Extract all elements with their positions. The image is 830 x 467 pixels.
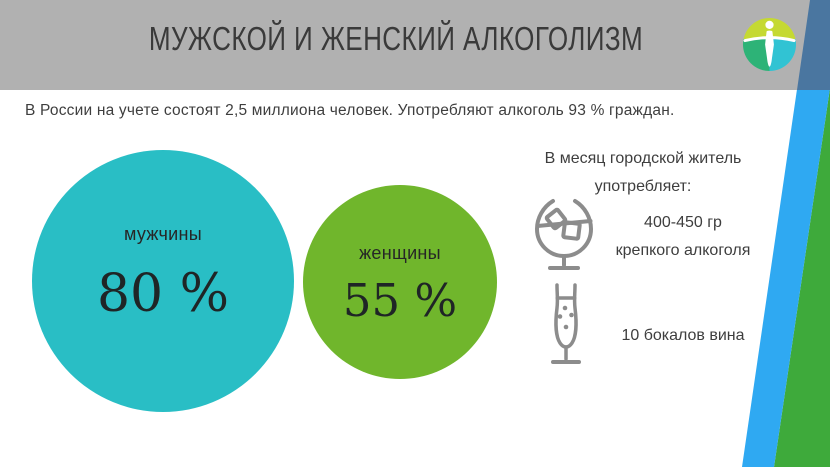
men-circle: мужчины 80 % xyxy=(32,150,294,412)
slide-title: МУЖСКОЙ И ЖЕНСКИЙ АЛКОГОЛИЗМ xyxy=(148,20,644,57)
consumption-heading: В месяц городской житель употребляет: xyxy=(518,145,768,201)
logo-human-figure xyxy=(743,20,796,67)
blue-stripe-muted-header xyxy=(797,0,830,90)
champagne-bubbles xyxy=(557,305,574,330)
consumption-heading-line1: В месяц городской житель xyxy=(544,150,742,167)
champagne-flute-icon xyxy=(551,283,581,364)
consumption-heading-line2: употребляет: xyxy=(594,178,692,195)
whiskey-glass-ice-icon xyxy=(535,199,593,270)
wine-amount-line1: 10 бокалов вина xyxy=(621,327,745,344)
vitruvian-figure-logo xyxy=(742,17,797,72)
men-label: мужчины xyxy=(123,224,203,244)
men-value: 80 % xyxy=(96,264,230,324)
women-label: женщины xyxy=(359,243,441,263)
header-bar xyxy=(0,0,830,90)
blue-stripe xyxy=(742,0,830,467)
spirits-amount: 400-450 гр крепкого алкоголя xyxy=(600,209,766,265)
women-circle: женщины 55 % xyxy=(303,185,497,379)
wine-amount: 10 бокалов вина xyxy=(600,322,766,350)
spirits-amount-line1: 400-450 гр xyxy=(644,214,722,231)
spirits-amount-line2: крепкого алкоголя xyxy=(615,242,751,259)
subtitle-text: В России на учете состоят 2,5 миллиона ч… xyxy=(25,102,675,119)
women-value: 55 % xyxy=(342,274,458,327)
